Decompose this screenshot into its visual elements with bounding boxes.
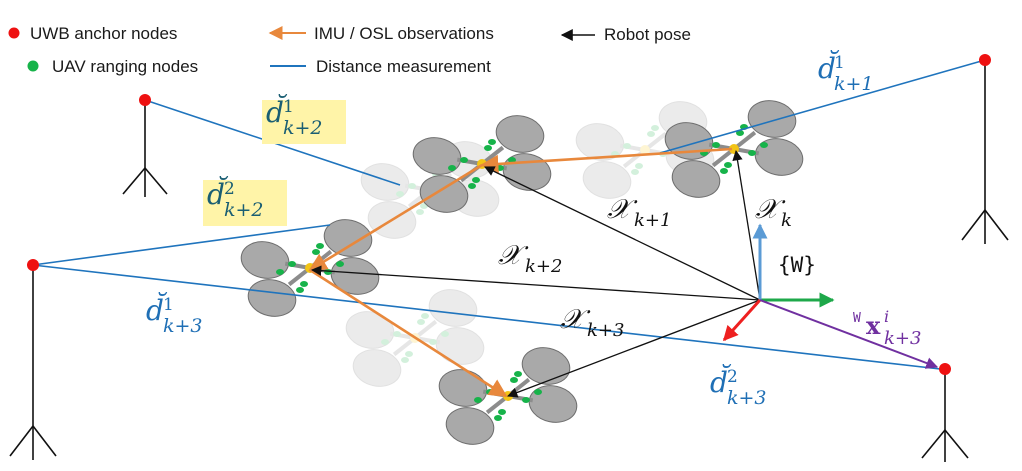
pose-arrow-k3 [507, 299, 761, 398]
distance-line-k3 [32, 264, 941, 370]
label-d-k2-1: d̆ 1 k+2 [266, 94, 323, 139]
imu-arrow-2 [308, 163, 483, 272]
anchor-vector [759, 299, 939, 369]
legend-pose-label: Robot pose [604, 25, 691, 44]
uwb-anchors [9, 54, 1009, 462]
anchor-left [9, 259, 57, 460]
legend-imu-label: IMU / OSL observations [314, 24, 494, 43]
pose-arrow-k2 [310, 265, 761, 301]
robot-pose-arrows [310, 149, 761, 398]
legend-anchor-dot [8, 27, 20, 39]
legend-anchor-label: UWB anchor nodes [30, 24, 177, 43]
pose-arrow-k [732, 149, 761, 301]
highlight-d-k2-1 [262, 100, 346, 144]
uav-drone-k3 [438, 347, 578, 445]
imu-arrow-1 [480, 147, 733, 174]
legend-ranging-label: UAV ranging nodes [52, 57, 198, 76]
label-anchor-vector: W x i k+3 [853, 307, 921, 349]
anchor-top-right [961, 54, 1009, 244]
anchor-bottom-right [921, 363, 969, 462]
legend: UWB anchor nodes UAV ranging nodes IMU /… [8, 24, 691, 76]
legend-ranging-dot [27, 60, 39, 72]
frame-axis-z [722, 298, 762, 342]
uav-drone-k2 [240, 219, 380, 317]
legend-distance-label: Distance measurement [316, 57, 491, 76]
imu-observations [308, 147, 733, 398]
label-world-frame: {W} [778, 253, 816, 277]
label-d-k1-1: d̆ 1 k+1 [818, 50, 874, 95]
distance-line-k2-2 [32, 224, 331, 266]
label-d-k3-1: d̆ 1 k+3 [146, 292, 203, 337]
highlight-d-k2-2 [203, 180, 287, 226]
label-x-k2: 𝒳 k+2 [498, 240, 562, 277]
label-x-k3: 𝒳 k+3 [560, 304, 624, 341]
distance-line-k1 [659, 59, 986, 154]
imu-arrow-3 [309, 268, 508, 398]
pose-arrow-k1 [484, 166, 761, 301]
world-frame-axes [722, 223, 939, 369]
label-d-k2-2: d̆ 2 k+2 [207, 176, 264, 221]
label-x-k1: 𝒳 k+1 [607, 194, 671, 231]
label-d-k3-2: d̆ 2 k+3 [710, 364, 767, 409]
anchor-top-left [122, 94, 168, 197]
